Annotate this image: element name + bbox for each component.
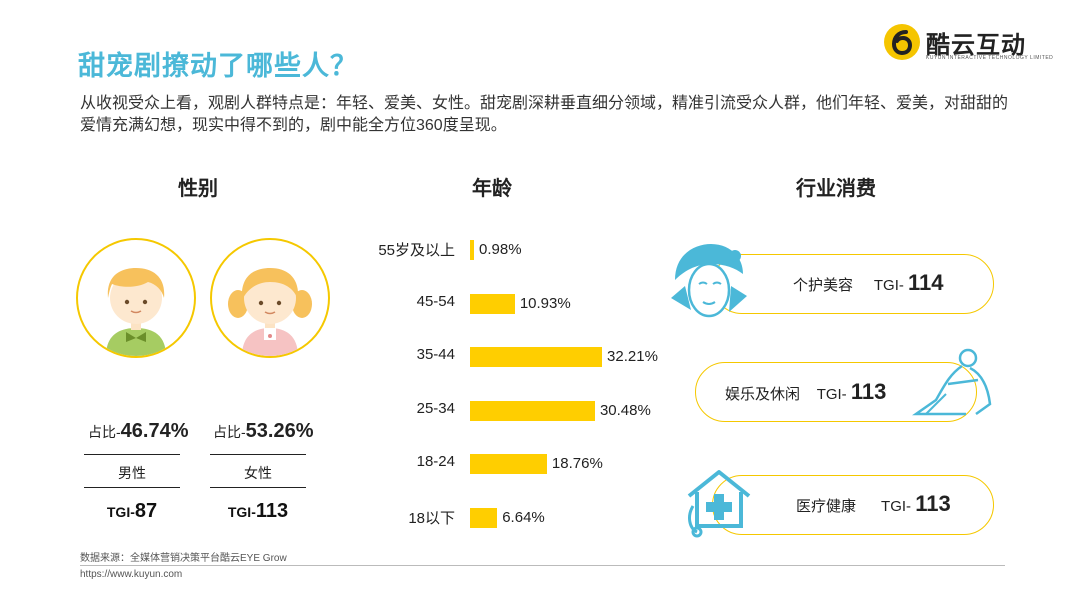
footer-divider [80,565,1005,566]
age-bar-value: 30.48% [599,401,651,419]
yoga-woman-icon [906,344,998,420]
male-divider-2 [84,487,180,488]
industry-section-title: 行业消费 [796,178,876,200]
male-divider-1 [84,454,180,455]
age-bar [470,347,603,368]
age-bar [470,508,498,528]
industry-item-leisure: 娱乐及休闲 TGI- 113 [725,379,886,405]
page-title: 甜宠剧撩动了哪些人？ [78,51,358,81]
female-divider-2 [210,487,306,488]
gender-section-title: 性别 [178,178,218,200]
age-section-title: 年龄 [472,178,512,200]
logo-name: 酷云互动 [926,32,1026,59]
age-bar [470,240,475,260]
female-share: 占比-53.26% [213,420,314,443]
boy-icon [106,268,166,356]
industry-tgi-prefix: TGI- [881,498,916,515]
industry-item-medical: 医疗健康 TGI- 113 [796,491,951,517]
female-share-prefix: 占比- [213,424,246,440]
industry-pill-medical [712,475,994,535]
industry-item-beauty: 个护美容 TGI- 114 [793,270,944,296]
female-divider-1 [210,454,306,455]
male-tgi-prefix: TGI- [106,504,135,520]
age-category-label: 55岁及以上 [378,242,455,259]
male-tgi: TGI-87 [84,500,180,523]
data-source: 数据来源：全媒体营销决策平台酷云EYE Grow [80,553,287,564]
industry-label: 医疗健康 [796,498,857,515]
female-share-value: 53.26% [245,420,314,442]
female-tgi: TGI-113 [210,500,306,523]
male-avatar [76,238,196,358]
industry-tgi-prefix: TGI- [873,277,909,294]
beauty-face-icon [665,240,751,320]
industry-tgi-prefix: TGI- [816,386,851,403]
age-bar-value: 32.21% [607,348,658,366]
girl-icon [228,268,312,356]
intro-paragraph: 从收视受众上看，观剧人群特点是：年轻、爱美、女性。甜宠剧深耕垂直细分领域，精准引… [80,95,1009,134]
industry-label: 个护美容 [793,277,854,294]
age-bar [470,400,595,421]
medical-house-icon [683,466,755,538]
age-category-label: 45-54 [416,292,455,310]
female-avatar [210,238,330,358]
logo-icon [884,24,920,60]
age-category-label: 25-34 [416,399,455,417]
age-bar-value: 0.98% [479,241,522,258]
industry-pill-leisure [695,362,977,422]
female-tgi-value: 113 [255,500,289,522]
female-label: 女性 [244,465,272,481]
industry-tgi-value: 114 [908,270,944,295]
male-share-prefix: 占比- [88,424,121,440]
industry-label: 娱乐及休闲 [725,386,801,403]
age-category-label: 35-44 [416,346,455,364]
male-tgi-value: 87 [134,500,158,522]
age-bar [470,454,547,475]
age-category-label: 18以下 [408,510,455,527]
industry-tgi-value: 113 [915,491,951,516]
logo-subtitle: KUYUN INTERACTIVE TECHNOLOGY LIMITED [926,55,1054,61]
female-tgi-prefix: TGI- [227,504,256,520]
age-bar-value: 18.76% [551,455,603,473]
footer-url: https://www.kuyun.com [80,569,183,580]
male-label: 男性 [118,465,146,481]
age-bar-value: 10.93% [519,294,571,312]
brand-logo: 酷云互动 KUYUN INTERACTIVE TECHNOLOGY LIMITE… [884,24,1053,66]
industry-tgi-value: 113 [850,379,887,404]
male-share: 占比-46.74% [88,420,189,443]
age-bar [470,293,515,314]
male-share-value: 46.74% [120,420,189,442]
age-category-label: 18-24 [416,453,455,471]
age-bar-value: 6.64% [502,509,545,526]
